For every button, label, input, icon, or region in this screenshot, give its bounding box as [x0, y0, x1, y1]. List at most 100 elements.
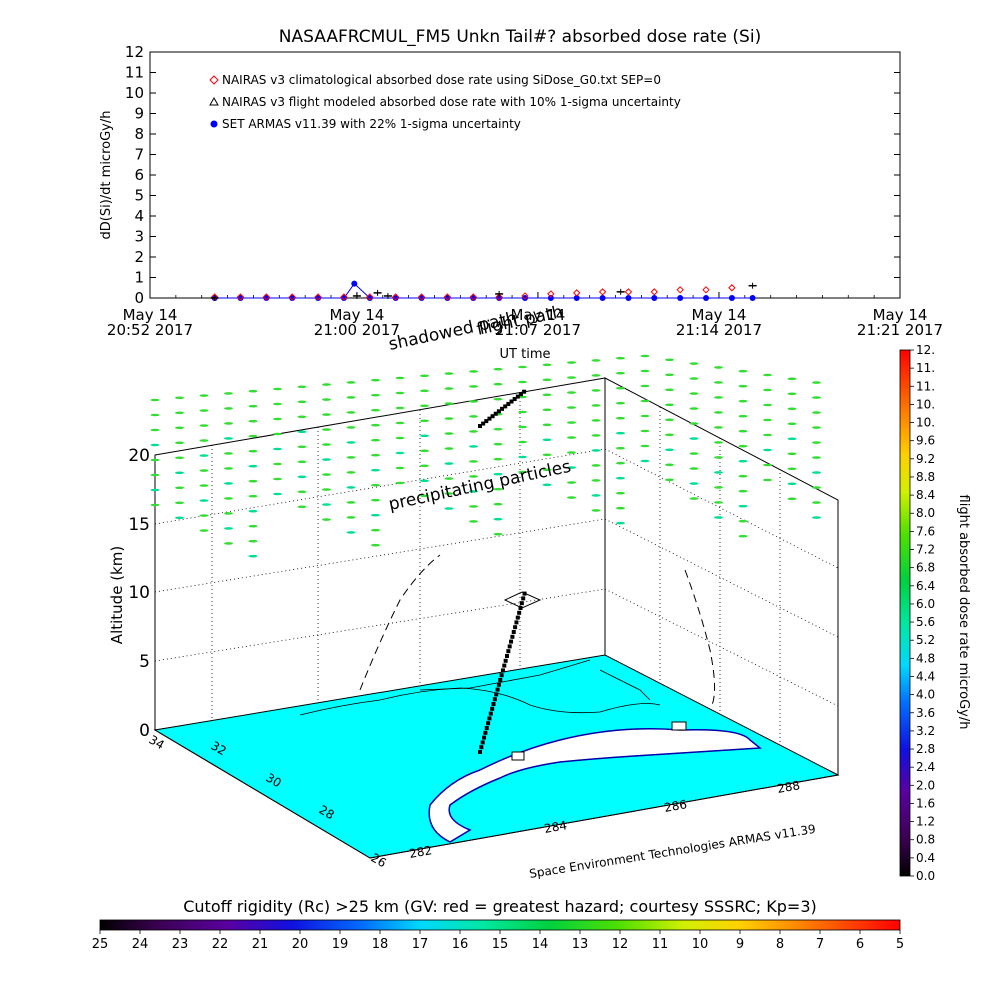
particle-mark — [591, 479, 601, 482]
particle-mark — [322, 398, 331, 401]
particle-mark — [273, 447, 282, 451]
flight-point — [505, 654, 509, 658]
colorbar-tick-label: 11. — [916, 361, 935, 375]
airport-marker — [511, 751, 525, 761]
particle-mark — [175, 486, 184, 490]
flight-point — [502, 663, 507, 668]
x-tick-label-time: 21:00 2017 — [314, 321, 400, 339]
rigidity-tick-label: 6 — [856, 937, 864, 952]
lon-tick-label: 286 — [663, 797, 688, 815]
armas-point — [470, 295, 477, 301]
y-tick-label: 5 — [134, 187, 144, 205]
armas-point — [522, 295, 528, 301]
particle-mark — [591, 404, 601, 407]
particle-mark — [714, 366, 723, 369]
particle-mark — [248, 524, 258, 528]
particle-mark — [395, 376, 405, 380]
y-tick-label: 6 — [134, 166, 144, 184]
particle-mark — [150, 443, 160, 447]
flight-point — [496, 682, 501, 687]
particle-mark — [640, 429, 650, 433]
particle-mark — [322, 473, 331, 476]
flight-point — [486, 721, 491, 726]
particle-mark — [542, 438, 552, 442]
rigidity-tick-label: 25 — [92, 937, 109, 952]
particle-mark — [150, 473, 160, 477]
particle-mark — [297, 505, 307, 509]
particle-mark — [689, 407, 699, 410]
particle-mark — [542, 453, 552, 457]
particle-mark — [322, 383, 331, 386]
particle-mark — [199, 484, 209, 487]
particle-mark — [248, 389, 258, 393]
armas-point — [677, 295, 684, 301]
particle-mark — [420, 464, 429, 468]
armas-point — [728, 295, 735, 301]
x-tick-label-date: May 14 — [123, 306, 178, 324]
y-tick-label: 2 — [134, 248, 144, 266]
particle-mark — [297, 430, 307, 434]
particle-mark — [493, 367, 503, 371]
y-tick-label: 1 — [134, 269, 144, 287]
y-tick-label: 10 — [125, 84, 144, 102]
particle-mark — [175, 471, 184, 475]
colorbar-tick-label: 0.8 — [916, 833, 935, 847]
particle-mark — [322, 518, 331, 521]
particle-mark — [567, 361, 576, 364]
particle-mark — [346, 471, 356, 474]
x-tick-label-date: May 14 — [510, 306, 565, 324]
particle-mark — [518, 380, 527, 384]
particle-mark — [493, 502, 503, 506]
particle-mark — [689, 482, 699, 485]
particle-mark — [469, 400, 478, 403]
particle-mark — [591, 509, 601, 512]
particle-mark — [518, 440, 527, 444]
colorbar-tick-label: 8.4 — [916, 488, 935, 502]
particle-mark — [322, 428, 331, 431]
armas-point — [573, 295, 580, 301]
flight-point — [519, 601, 524, 606]
particle-mark — [175, 426, 184, 430]
colorbar-tick-label: 4.4 — [916, 669, 935, 683]
legend-marker — [209, 96, 219, 106]
flight-point — [521, 596, 526, 601]
particle-mark — [273, 417, 282, 421]
nairas-clim-point — [495, 293, 503, 301]
particle-mark — [689, 377, 699, 380]
particle-mark — [493, 442, 503, 446]
particle-mark — [395, 436, 405, 440]
particle-mark — [420, 389, 429, 393]
chart-title: NASAAFRCMUL_FM5 Unkn Tail#? absorbed dos… — [279, 27, 761, 47]
particle-mark — [199, 409, 209, 412]
particle-mark — [224, 497, 233, 500]
particle-mark — [812, 426, 821, 429]
particle-mark — [199, 394, 209, 397]
armas-point — [547, 295, 554, 301]
particle-mark — [567, 376, 576, 379]
particle-mark — [371, 378, 380, 382]
particle-mark — [518, 410, 527, 414]
colorbar-tick-label: 6.4 — [916, 579, 935, 593]
x-tick-label-date: May 14 — [692, 306, 747, 324]
particle-mark — [273, 462, 282, 466]
particle-mark — [248, 479, 258, 483]
flight-point — [510, 634, 515, 639]
particle-mark — [689, 392, 699, 395]
flight-marker-box — [503, 591, 542, 609]
particle-mark — [199, 439, 209, 442]
y-tick-label: 11 — [125, 64, 144, 82]
particle-mark — [812, 396, 821, 399]
particle-mark — [395, 406, 405, 410]
particle-mark — [346, 411, 356, 414]
particle-mark — [812, 456, 821, 459]
particle-mark — [371, 498, 380, 502]
dose-colorbar — [899, 349, 911, 877]
flight-point — [509, 639, 514, 644]
particle-mark — [665, 478, 674, 482]
particle-mark — [469, 520, 478, 523]
map-coastline — [299, 687, 661, 716]
particle-mark — [322, 413, 331, 416]
colorbar-tick-label: 10. — [916, 416, 935, 430]
particle-mark — [248, 539, 258, 543]
